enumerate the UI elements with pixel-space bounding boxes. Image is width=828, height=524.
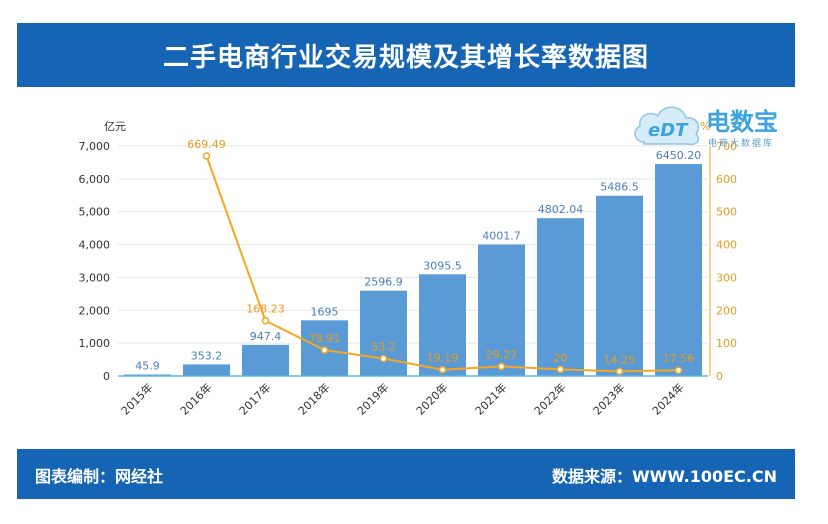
footer-credit: 图表编制：网经社 xyxy=(35,467,164,486)
line-value-label: 78.91 xyxy=(309,332,341,345)
x-tick-label: 2017年 xyxy=(236,380,273,417)
x-tick-label: 2021年 xyxy=(472,380,509,417)
bar xyxy=(596,195,643,376)
line-value-label: 17.56 xyxy=(663,352,695,365)
y2-tick-label: 600 xyxy=(716,173,737,186)
y-tick-label: 1,000 xyxy=(79,337,111,350)
line-point xyxy=(202,152,211,160)
page-title: 二手电商行业交易规模及其增长率数据图 xyxy=(17,23,795,87)
bar-value-label: 2596.9 xyxy=(364,276,403,289)
line-point xyxy=(615,367,624,376)
y-tick-label: 2,000 xyxy=(79,304,111,317)
line-value-label: 53.2 xyxy=(371,341,396,354)
footer-source: 数据来源：WWW.100EC.CN xyxy=(551,467,777,486)
y2-axis-title: % xyxy=(700,120,710,133)
bar xyxy=(183,364,230,376)
footer: 图表编制：网经社 数据来源：WWW.100EC.CN xyxy=(17,449,795,499)
bar xyxy=(478,244,525,376)
bar xyxy=(419,274,466,376)
x-tick-label: 2020年 xyxy=(413,380,450,417)
y2-tick-label: 200 xyxy=(716,304,737,317)
line-point xyxy=(261,316,270,325)
line-point xyxy=(674,366,683,374)
bar-value-label: 4001.7 xyxy=(482,230,521,243)
bar xyxy=(655,164,702,376)
x-tick-label: 2015年 xyxy=(118,380,155,417)
y-tick-label: 5,000 xyxy=(79,206,111,219)
line-point xyxy=(438,365,447,374)
bar-value-label: 947.4 xyxy=(250,330,282,343)
line-point xyxy=(497,362,506,371)
bar-value-label: 353.2 xyxy=(191,349,223,362)
y2-tick-label: 700 xyxy=(716,140,737,153)
line-value-label: 669.49 xyxy=(187,138,226,151)
x-tick-label: 2022年 xyxy=(531,380,568,417)
y2-tick-label: 0 xyxy=(716,370,723,383)
logo-name: 电数宝 xyxy=(706,108,778,136)
line-value-label: 19.19 xyxy=(427,352,459,365)
y-tick-label: 0 xyxy=(103,370,110,383)
y-tick-label: 7,000 xyxy=(79,140,111,153)
bar-value-label: 4802.04 xyxy=(538,203,584,216)
line-point xyxy=(320,346,329,354)
y-axis-title: 亿元 xyxy=(104,120,126,133)
x-tick-label: 2019年 xyxy=(354,380,391,417)
y-tick-label: 4,000 xyxy=(79,239,111,252)
bar xyxy=(242,344,289,376)
x-tick-label: 2023年 xyxy=(590,380,627,417)
y2-tick-label: 400 xyxy=(716,239,737,252)
y-tick-label: 6,000 xyxy=(79,173,111,186)
bar-value-label: 6450.20 xyxy=(656,149,702,162)
line-point xyxy=(556,365,565,374)
bar-value-label: 5486.5 xyxy=(600,181,639,194)
cloud-logo-icon: eDT xyxy=(634,106,700,146)
y-tick-label: 3,000 xyxy=(79,271,111,284)
y2-tick-label: 100 xyxy=(716,337,737,350)
logo-mark: eDT xyxy=(648,120,689,141)
line-value-label: 29.27 xyxy=(486,348,518,361)
bar-value-label: 1695 xyxy=(311,305,339,318)
line-value-label: 20 xyxy=(554,351,568,364)
bar xyxy=(124,374,171,376)
y2-tick-label: 500 xyxy=(716,206,737,219)
logo-subtitle: 电商大数据库 xyxy=(708,139,775,149)
line-value-label: 168.23 xyxy=(246,303,285,316)
bar-value-label: 45.9 xyxy=(135,359,160,372)
bar-value-label: 3095.5 xyxy=(423,259,462,272)
x-tick-label: 2024年 xyxy=(649,380,686,417)
bar xyxy=(537,218,584,376)
x-tick-label: 2016年 xyxy=(177,380,214,417)
y2-tick-label: 300 xyxy=(716,271,737,284)
x-tick-label: 2018年 xyxy=(295,380,332,417)
logo: eDT 电数宝 电商大数据库 xyxy=(630,96,800,156)
bar xyxy=(360,290,407,376)
line-point xyxy=(379,354,388,363)
line-value-label: 14.25 xyxy=(604,353,636,366)
